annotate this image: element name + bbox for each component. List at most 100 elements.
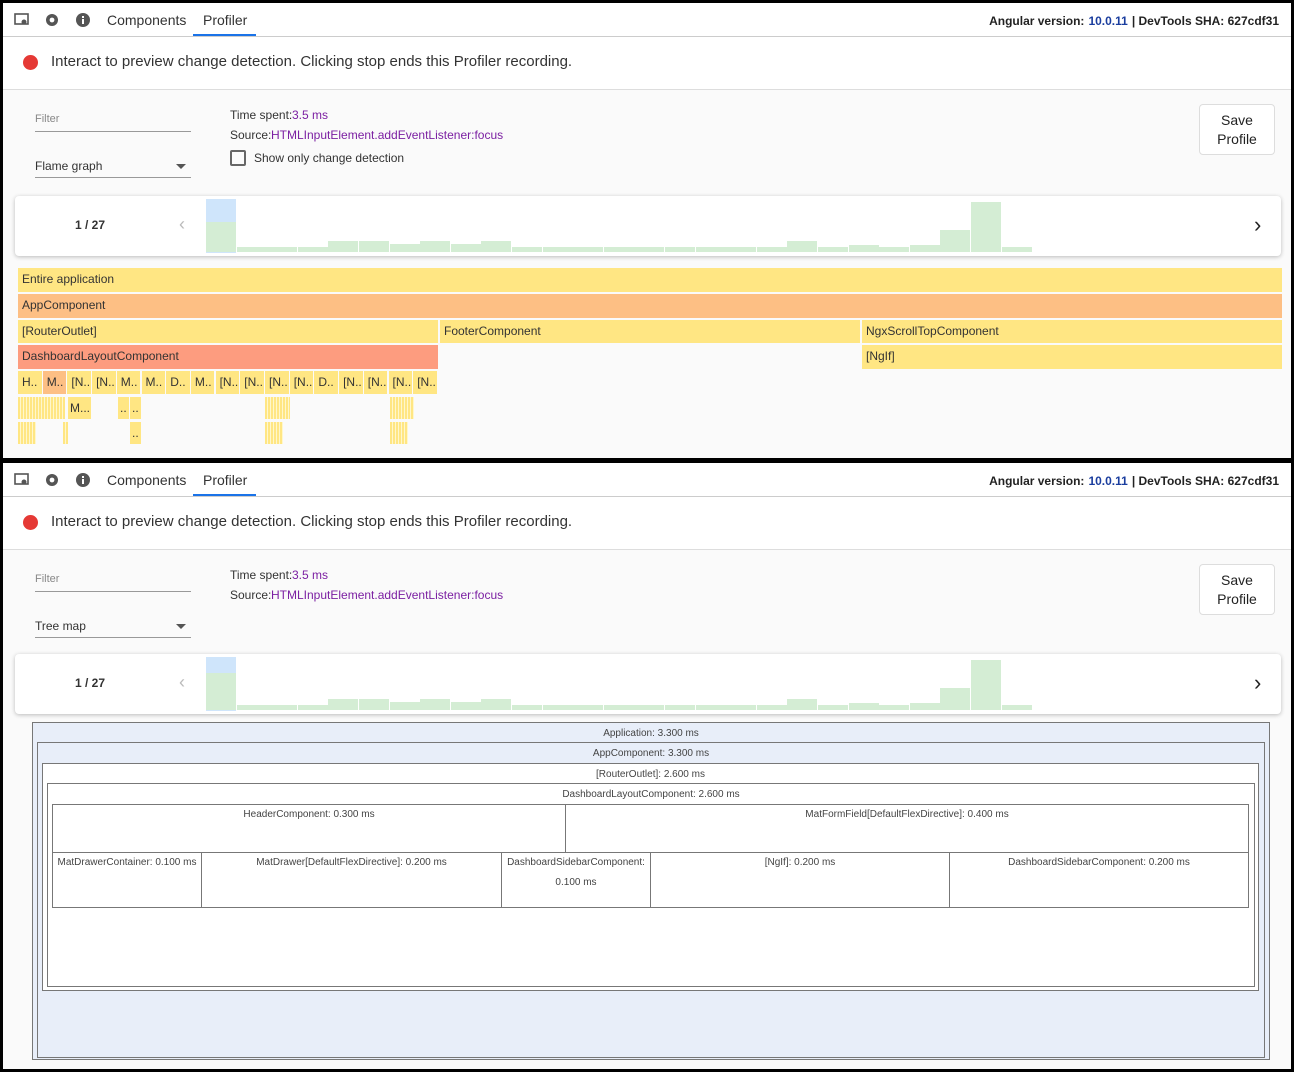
frame-bar[interactable] bbox=[879, 705, 910, 710]
treemap-node[interactable]: MatDrawerContainer: 0.100 ms bbox=[52, 852, 202, 908]
frame-bar[interactable] bbox=[481, 241, 512, 252]
save-profile-button[interactable]: Save Profile bbox=[1199, 104, 1275, 155]
toolbar-icon[interactable] bbox=[74, 11, 92, 29]
frame-bar[interactable] bbox=[420, 699, 451, 710]
frame-bar[interactable] bbox=[665, 705, 695, 710]
flame-node[interactable]: [NgIf] bbox=[862, 345, 1282, 369]
view-select[interactable]: Flame graph bbox=[35, 157, 191, 178]
flame-node[interactable]: .. bbox=[118, 397, 129, 419]
treemap-node[interactable]: [NgIf]: 0.200 ms bbox=[650, 852, 950, 908]
flame-node[interactable]: [N.. bbox=[289, 371, 314, 394]
frame-bar[interactable] bbox=[512, 705, 542, 710]
record-indicator[interactable] bbox=[23, 515, 38, 530]
flame-node[interactable]: .. bbox=[130, 422, 141, 444]
frame-bar[interactable] bbox=[848, 703, 879, 710]
frame-bar[interactable] bbox=[940, 230, 971, 252]
flame-node[interactable]: H.. bbox=[18, 371, 42, 394]
frame-bar[interactable] bbox=[756, 247, 787, 252]
tab[interactable]: Profiler bbox=[203, 12, 248, 28]
toolbar-icon[interactable] bbox=[13, 471, 31, 489]
frame-bar[interactable] bbox=[297, 247, 328, 252]
next-frame[interactable]: › bbox=[1254, 670, 1262, 695]
frame-bar[interactable] bbox=[359, 241, 389, 252]
frame-bar[interactable] bbox=[603, 705, 634, 710]
flame-node[interactable]: M... bbox=[68, 397, 91, 419]
flame-node[interactable]: NgxScrollTopComponent bbox=[862, 320, 1282, 343]
flame-node[interactable]: AppComponent bbox=[18, 294, 1282, 318]
frame-bar[interactable] bbox=[267, 705, 298, 710]
toolbar-icon[interactable] bbox=[43, 471, 61, 489]
frame-bar[interactable] bbox=[450, 702, 481, 710]
flame-node[interactable]: M.. bbox=[42, 371, 67, 394]
flame-node[interactable]: FooterComponent bbox=[440, 320, 860, 343]
view-select[interactable]: Tree map bbox=[35, 617, 191, 638]
frame-bar[interactable] bbox=[695, 705, 726, 710]
toolbar-icon[interactable] bbox=[43, 11, 61, 29]
filter-input[interactable]: Filter bbox=[35, 111, 191, 132]
flame-node[interactable]: M.. bbox=[190, 371, 215, 394]
frame-bar[interactable] bbox=[420, 241, 451, 252]
filter-input[interactable]: Filter bbox=[35, 571, 191, 592]
treemap-node[interactable]: DashboardSidebarComponent: 0.100 ms bbox=[501, 852, 651, 908]
frame-bar[interactable] bbox=[573, 705, 604, 710]
flame-node[interactable]: M.. bbox=[141, 371, 165, 394]
frame-bar[interactable] bbox=[787, 241, 818, 252]
frame-bar[interactable] bbox=[206, 673, 236, 710]
flame-node[interactable]: [N.. bbox=[265, 371, 289, 394]
frame-bar[interactable] bbox=[512, 247, 542, 252]
flame-node[interactable]: [RouterOutlet] bbox=[18, 320, 438, 343]
frame-bar[interactable] bbox=[328, 241, 359, 252]
flame-node[interactable]: [N.. bbox=[67, 371, 91, 394]
toolbar-icon[interactable] bbox=[74, 471, 92, 489]
tab[interactable]: Profiler bbox=[203, 472, 248, 488]
flame-node[interactable]: [N.. bbox=[413, 371, 437, 394]
flame-node[interactable]: [N.. bbox=[215, 371, 240, 394]
frame-bar[interactable] bbox=[267, 247, 298, 252]
flame-node[interactable]: D.. bbox=[166, 371, 190, 394]
frame-bar[interactable] bbox=[328, 699, 359, 710]
frame-bar[interactable] bbox=[236, 705, 267, 710]
flame-node[interactable]: M.. bbox=[116, 371, 141, 394]
frame-bar[interactable] bbox=[971, 202, 1001, 252]
frame-bar[interactable] bbox=[726, 705, 757, 710]
record-indicator[interactable] bbox=[23, 55, 38, 70]
frame-bar[interactable] bbox=[206, 222, 236, 252]
treemap-node[interactable]: MatDrawer[DefaultFlexDirective]: 0.200 m… bbox=[201, 852, 502, 908]
frame-bar[interactable] bbox=[359, 699, 389, 710]
checkbox[interactable] bbox=[230, 150, 246, 166]
frame-bar[interactable] bbox=[971, 660, 1001, 710]
frame-bar[interactable] bbox=[879, 247, 910, 252]
flame-node[interactable]: [N.. bbox=[240, 371, 264, 394]
frame-bar[interactable] bbox=[695, 247, 726, 252]
flame-node[interactable]: [N.. bbox=[388, 371, 412, 394]
save-profile-button[interactable]: Save Profile bbox=[1199, 564, 1275, 615]
frame-bar[interactable] bbox=[542, 247, 573, 252]
toolbar-icon[interactable] bbox=[13, 11, 31, 29]
frame-bar[interactable] bbox=[634, 247, 665, 252]
frame-bar[interactable] bbox=[542, 705, 573, 710]
flame-node[interactable]: Entire application bbox=[18, 268, 1282, 292]
flame-node[interactable]: D.. bbox=[314, 371, 338, 394]
frame-bar[interactable] bbox=[603, 247, 634, 252]
frame-bar[interactable] bbox=[573, 247, 604, 252]
frame-bar[interactable] bbox=[450, 244, 481, 252]
frame-bar[interactable] bbox=[634, 705, 665, 710]
flame-node[interactable]: [N.. bbox=[363, 371, 388, 394]
frame-bar[interactable] bbox=[297, 705, 328, 710]
frame-bar[interactable] bbox=[389, 244, 420, 252]
tab[interactable]: Components bbox=[107, 12, 187, 28]
frame-bar[interactable] bbox=[787, 699, 818, 710]
frame-bar[interactable] bbox=[818, 705, 848, 710]
frame-bar[interactable] bbox=[726, 247, 757, 252]
prev-frame[interactable]: ‹ bbox=[179, 214, 185, 234]
frame-bar[interactable] bbox=[940, 688, 971, 710]
frame-bar[interactable] bbox=[909, 245, 940, 252]
flame-node[interactable]: .. bbox=[130, 397, 141, 419]
frame-bar[interactable] bbox=[909, 703, 940, 710]
frame-bar[interactable] bbox=[818, 247, 848, 252]
next-frame[interactable]: › bbox=[1254, 212, 1262, 237]
flame-node[interactable]: [N.. bbox=[92, 371, 116, 394]
frame-bar[interactable] bbox=[848, 245, 879, 252]
frame-bar[interactable] bbox=[1001, 705, 1032, 710]
flame-node[interactable]: DashboardLayoutComponent bbox=[18, 345, 438, 369]
